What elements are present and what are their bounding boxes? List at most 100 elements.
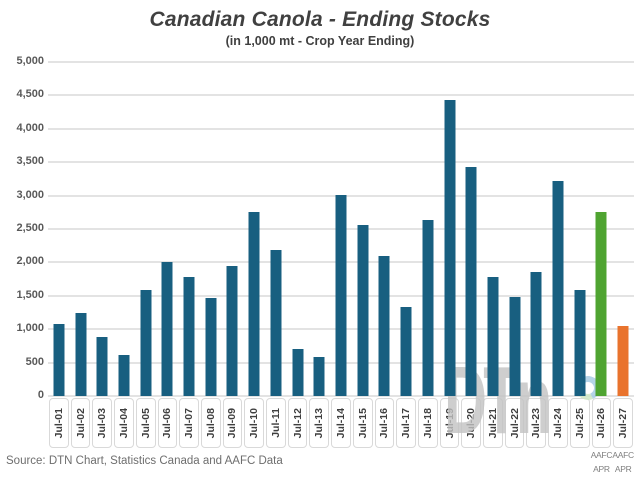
x-label-box: Jul-23 [526, 398, 547, 448]
x-label-box: Jul-27 [613, 398, 633, 448]
x-label-box: Jul-01 [49, 398, 69, 448]
bar-jul-15 [357, 225, 369, 396]
x-axis: Jul-01 Jul-02 Jul-03 Jul-04 Jul-05 Jul-06 Jul-… [48, 398, 634, 474]
x-tick-label: Jul-15 [356, 407, 369, 439]
x-tick-label: Jul-09 [226, 407, 239, 439]
x-label-box: Jul-11 [266, 398, 286, 448]
bar-jul-13 [313, 357, 325, 396]
x-tick-label: Jul-19 [443, 407, 456, 439]
x-label-box: Jul-17 [396, 398, 416, 448]
x-axis-cell: Jul-03 [91, 398, 113, 448]
y-tick-label: 500 [25, 355, 44, 368]
x-label-box: Jul-09 [222, 398, 243, 448]
bar-column [569, 62, 591, 396]
bar-column [330, 62, 352, 396]
bar-column [547, 62, 569, 396]
x-label-box: Jul-26 [591, 398, 612, 448]
bar-jul-27 [617, 326, 629, 396]
bar-jul-19 [444, 100, 455, 396]
bar-jul-22 [509, 297, 521, 396]
bar-jul-09 [226, 266, 238, 396]
x-tick-label: Jul-21 [486, 407, 499, 439]
bar-layer [48, 62, 634, 396]
bar-jul-12 [292, 349, 304, 396]
x-label-box: Jul-02 [70, 398, 91, 448]
bar-jul-05 [140, 290, 152, 396]
x-tick-label: Jul-05 [139, 407, 152, 439]
bar-column [460, 62, 482, 396]
x-tick-label: Jul-01 [52, 407, 65, 439]
y-tick-label: 2,500 [16, 222, 44, 234]
bar-column [482, 62, 504, 396]
x-label-box: Jul-08 [200, 398, 221, 448]
annotation-line: APR [593, 464, 610, 474]
x-tick-label: Jul-22 [508, 407, 521, 439]
x-axis-cell: Jul-21 [482, 398, 504, 448]
y-tick-label: 4,000 [16, 121, 44, 134]
x-tick-label: Jul-20 [465, 407, 478, 439]
bar-column [352, 62, 374, 396]
x-label-box: Jul-06 [157, 398, 178, 448]
bar-jul-11 [270, 250, 282, 396]
x-tick-label: Jul-03 [96, 407, 109, 439]
x-axis-cell: Jul-24 [547, 398, 569, 448]
x-tick-label: Jul-02 [74, 407, 87, 439]
gridline [48, 127, 634, 130]
plot-area [48, 61, 634, 397]
bar-column [525, 62, 547, 396]
bar-jul-01 [53, 324, 65, 396]
x-axis-cell: Jul-22 [504, 398, 526, 448]
x-tick-label: Jul-25 [573, 407, 586, 439]
annotation-line: APR [614, 464, 632, 474]
x-axis-cell: Jul-16 [374, 398, 396, 448]
bar-jul-17 [400, 307, 412, 396]
x-label-box: Jul-25 [569, 398, 590, 448]
x-label-box: Jul-14 [331, 398, 351, 448]
bar-jul-02 [75, 313, 87, 396]
y-tick-label: 4,500 [16, 88, 44, 101]
bar-column [157, 62, 179, 396]
gridline [48, 61, 634, 63]
bar-jul-18 [422, 220, 434, 396]
x-axis-cell: Jul-05 [135, 398, 157, 448]
y-tick-label: 1,000 [16, 322, 44, 335]
x-label-box: Jul-24 [548, 398, 568, 448]
bar-column [504, 62, 526, 396]
x-tick-label: Jul-13 [313, 407, 326, 439]
bar-column [48, 62, 70, 396]
bar-column [374, 62, 396, 396]
x-axis-cell: Jul-15 [352, 398, 374, 448]
bar-jul-16 [378, 256, 390, 396]
x-axis-cell: Jul-06 [157, 398, 179, 448]
x-label-box: Jul-10 [244, 398, 265, 448]
y-tick-label: 3,500 [16, 155, 44, 168]
bar-column [395, 62, 417, 396]
bar-column [178, 62, 200, 396]
x-axis-cell: Jul-26 AAFC APR [591, 398, 612, 474]
y-tick-label: 2,000 [16, 255, 44, 268]
bar-column [287, 62, 309, 396]
bar-column [70, 62, 92, 396]
x-tick-label: Jul-12 [291, 407, 304, 439]
bar-jul-23 [530, 272, 542, 396]
x-label-box: Jul-13 [309, 398, 330, 448]
bar-jul-21 [487, 277, 499, 396]
chart-subtitle: (in 1,000 mt - Crop Year Ending) [225, 34, 415, 48]
x-axis-cell: Jul-02 [70, 398, 92, 448]
bar-column [612, 62, 634, 396]
x-label-box: Jul-07 [179, 398, 199, 448]
bar-jul-24 [552, 181, 564, 396]
y-tick-label: 5,000 [16, 55, 44, 67]
bar-column [91, 62, 113, 396]
annotation-line: AAFC [590, 450, 613, 460]
x-label-box: Jul-20 [461, 398, 482, 448]
x-axis-cell: Jul-10 [243, 398, 265, 448]
x-axis-cell: Jul-25 [569, 398, 591, 448]
annotation-line: AAFC [612, 450, 634, 460]
x-axis-cell: Jul-27 AAFC APR [612, 398, 634, 474]
x-tick-label: Jul-23 [530, 407, 543, 439]
x-axis-cell: Jul-23 [525, 398, 547, 448]
x-axis-cell: Jul-19 [439, 398, 461, 448]
x-tick-label: Jul-16 [378, 407, 391, 439]
